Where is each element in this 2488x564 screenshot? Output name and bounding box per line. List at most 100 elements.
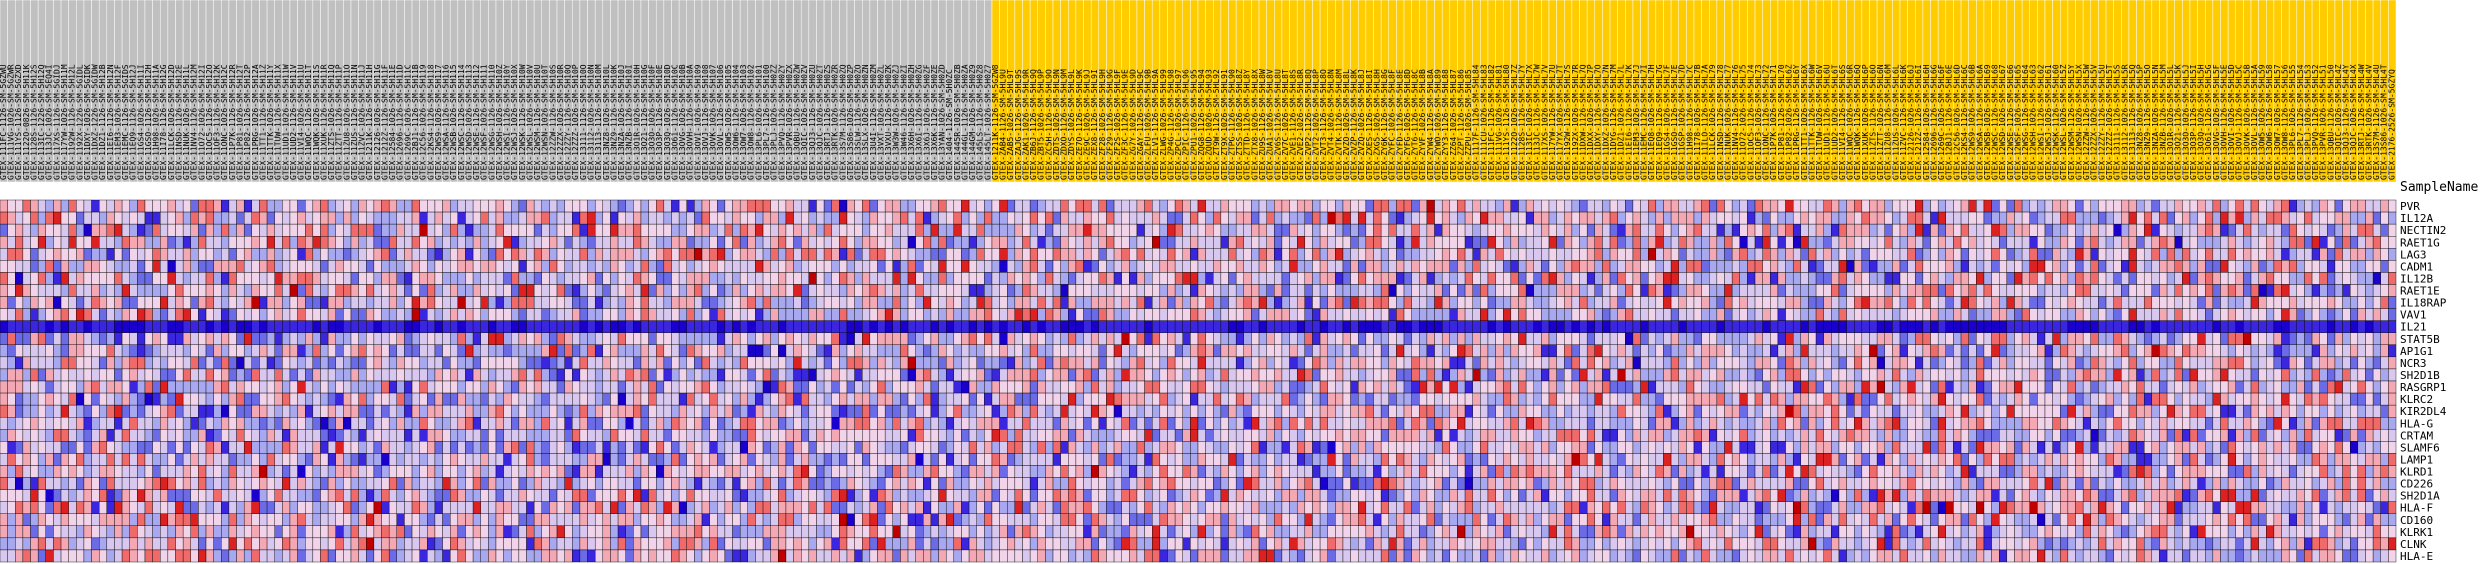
- heatmap-cell: [1159, 272, 1168, 285]
- heatmap-cell: [1472, 199, 1481, 213]
- heatmap-cell: [320, 284, 329, 297]
- heatmap-cell: [1464, 344, 1473, 358]
- heatmap-cell: [266, 356, 275, 370]
- heatmap-cell: [228, 211, 237, 225]
- heatmap-cell: [1571, 211, 1580, 225]
- heatmap-cell: [1777, 320, 1786, 333]
- heatmap-cell: [1472, 356, 1481, 370]
- heatmap-cell: [266, 332, 275, 346]
- heatmap-cell: [358, 211, 367, 225]
- heatmap-cell: [1319, 235, 1328, 249]
- heatmap-cell: [839, 344, 848, 358]
- heatmap-cell: [984, 248, 993, 261]
- heatmap-cell: [1190, 308, 1199, 321]
- heatmap-cell: [1716, 199, 1725, 213]
- heatmap-cell: [2205, 223, 2214, 237]
- heatmap-cell: [1937, 320, 1946, 333]
- heatmap-cell: [2258, 235, 2267, 249]
- heatmap-cell: [1617, 332, 1626, 346]
- heatmap-cell: [633, 344, 642, 358]
- column-label: GTEX-13OVI-1026-SM-5H109: [693, 64, 702, 180]
- heatmap-cell: [1480, 344, 1489, 358]
- column-label: GTEX-ZYT6-1126-SM-5HL8C: [1411, 69, 1420, 180]
- heatmap-cell: [1762, 320, 1771, 333]
- heatmap-cell: [2235, 344, 2244, 358]
- heatmap-cell: [427, 223, 436, 237]
- heatmap-cell: [1792, 235, 1802, 249]
- heatmap-cell: [1365, 260, 1374, 273]
- column-label: GTEX-ZVP2-1126-SM-5HL8Q: [1304, 69, 1313, 180]
- heatmap-cell: [106, 248, 115, 261]
- heatmap-cell: [1304, 284, 1313, 297]
- heatmap-cell: [1007, 272, 1016, 285]
- heatmap-cell: [2060, 272, 2069, 285]
- heatmap-cell: [2044, 284, 2053, 297]
- heatmap-cell: [1670, 332, 1679, 346]
- heatmap-cell: [251, 223, 260, 237]
- heatmap-cell: [1884, 223, 1893, 237]
- heatmap-cell: [2128, 223, 2137, 237]
- heatmap-cell: [1792, 260, 1802, 273]
- heatmap-cell: [831, 332, 840, 346]
- column-label: GTEX-13OVG-1026-SM-5H10B: [678, 64, 687, 180]
- heatmap-cell: [1182, 199, 1191, 213]
- heatmap-cell: [53, 235, 62, 249]
- heatmap-cell: [717, 260, 726, 273]
- heatmap-cell: [1029, 308, 1038, 321]
- heatmap-cell: [442, 272, 451, 285]
- heatmap-cell: [2014, 332, 2023, 346]
- heatmap-cell: [1045, 332, 1054, 346]
- heatmap-cell: [7, 332, 16, 346]
- heatmap-cell: [1220, 308, 1229, 321]
- heatmap-cell: [129, 235, 138, 249]
- heatmap-cell: [320, 308, 329, 321]
- heatmap-cell: [1251, 199, 1260, 213]
- heatmap-cell: [121, 320, 130, 333]
- heatmap-cell: [411, 344, 420, 358]
- heatmap-cell: [1068, 272, 1077, 285]
- heatmap-cell: [1029, 344, 1038, 358]
- heatmap-cell: [1106, 235, 1115, 249]
- heatmap-cell: [1648, 332, 1657, 346]
- heatmap-cell: [1640, 296, 1649, 309]
- heatmap-cell: [1640, 199, 1649, 213]
- heatmap-cell: [594, 284, 604, 297]
- heatmap-cell: [831, 199, 840, 213]
- heatmap-cell: [1159, 284, 1168, 297]
- heatmap-cell: [633, 199, 642, 213]
- heatmap-cell: [991, 248, 1000, 261]
- heatmap-cell: [808, 344, 817, 358]
- heatmap-cell: [1014, 320, 1023, 333]
- heatmap-cell: [1098, 248, 1107, 261]
- heatmap-cell: [839, 284, 848, 297]
- heatmap-cell: [1747, 344, 1756, 358]
- heatmap-cell: [1915, 199, 1924, 213]
- heatmap-cell: [1487, 199, 1496, 213]
- heatmap-cell: [457, 223, 466, 237]
- heatmap-cell: [2014, 272, 2023, 285]
- heatmap-cell: [2029, 344, 2038, 358]
- heatmap-cell: [884, 223, 893, 237]
- column-label: GTEX-11O72-1026-SM-5H12I: [197, 64, 206, 180]
- heatmap-cell: [98, 356, 108, 370]
- heatmap-cell: [1373, 248, 1382, 261]
- heatmap-cell: [2372, 223, 2381, 237]
- heatmap-cell: [503, 248, 512, 261]
- heatmap-cell: [968, 260, 977, 273]
- heatmap-cell: [15, 199, 24, 213]
- heatmap-cell: [1380, 320, 1389, 333]
- heatmap-cell: [2357, 320, 2366, 333]
- heatmap-cell: [160, 211, 169, 225]
- heatmap-cell: [442, 332, 451, 346]
- heatmap-cell: [274, 211, 283, 225]
- heatmap-cell: [1556, 356, 1565, 370]
- column-label: GTEX-13OW5-1026-SM-5H105: [724, 64, 733, 180]
- heatmap-cell: [1495, 211, 1504, 225]
- heatmap-cell: [144, 272, 153, 285]
- column-label: GTEX-11NUK-1026-SM-5HL77: [1723, 64, 1732, 180]
- heatmap-cell: [923, 332, 932, 346]
- heatmap-cell: [999, 211, 1008, 225]
- heatmap-cell: [358, 356, 367, 370]
- heatmap-cell: [396, 344, 405, 358]
- heatmap-cell: [450, 320, 459, 333]
